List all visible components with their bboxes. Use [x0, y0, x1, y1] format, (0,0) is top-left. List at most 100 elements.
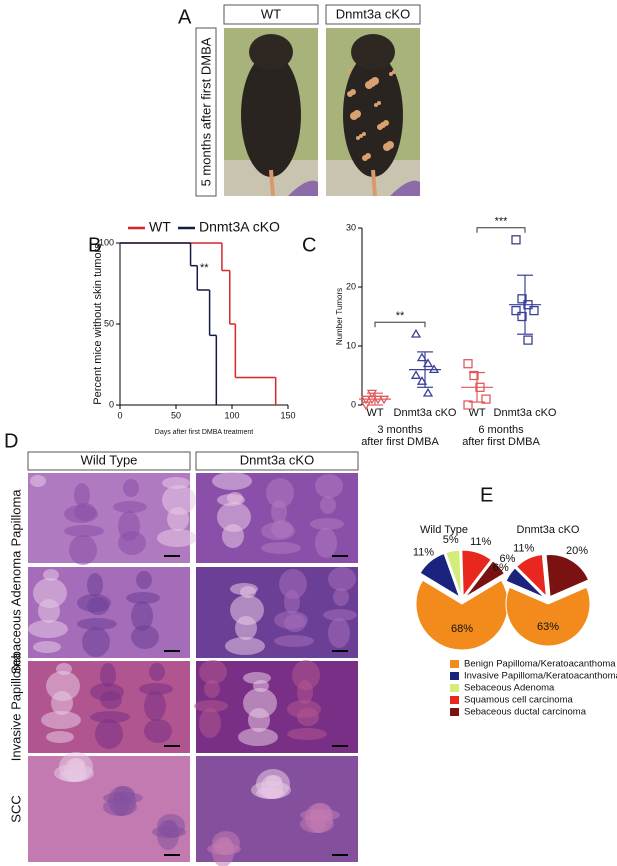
tissue-structure	[33, 578, 67, 608]
tissue-structure	[157, 529, 197, 547]
point	[463, 400, 473, 410]
tissue-structure	[33, 641, 61, 653]
legend-label: Invasive Papilloma/Keratoacanthoma	[464, 671, 617, 682]
tissue-structure	[113, 501, 147, 513]
mouse-head	[249, 34, 293, 70]
x-tick-label: Dnmt3a cKO	[394, 407, 457, 419]
y-tick-label: 20	[346, 281, 356, 291]
tumor	[347, 91, 353, 97]
column-header: Dnmt3a cKO	[336, 6, 410, 21]
tissue-structure	[77, 594, 111, 612]
y-tick-label: 0	[109, 399, 114, 409]
pie-value-label: 11%	[413, 547, 434, 559]
point	[481, 394, 491, 404]
tissue-structure	[310, 518, 344, 530]
point	[410, 370, 422, 379]
tissue-structure	[139, 683, 173, 695]
mouse-head	[351, 34, 395, 70]
tissue-structure	[144, 719, 172, 743]
tissue-structure	[157, 820, 179, 850]
tissue-structure	[38, 599, 60, 623]
tissue-structure	[243, 688, 277, 718]
tissue-structure	[248, 708, 270, 732]
tumor	[377, 101, 381, 105]
tissue-structure	[64, 505, 98, 523]
tissue-structure	[199, 708, 221, 738]
tissue-structure	[87, 573, 103, 597]
tumor	[350, 112, 358, 120]
legend-swatch	[450, 708, 459, 716]
tissue-structure	[144, 691, 166, 721]
tissue-structure	[77, 618, 117, 630]
pie-slice	[419, 552, 461, 599]
mouse-tail	[371, 169, 377, 197]
tumor	[383, 143, 391, 151]
significance-bracket	[476, 227, 526, 233]
legend-swatch	[450, 684, 459, 692]
tissue-structure	[131, 625, 159, 649]
tumor	[362, 132, 366, 136]
pie-value-label: 11%	[470, 536, 491, 548]
point	[422, 387, 434, 397]
tumor	[392, 70, 396, 74]
row-label: Invasive Papilloma	[8, 652, 23, 761]
tissue-structure	[300, 815, 334, 833]
point	[511, 305, 521, 316]
row-label: SCC	[8, 795, 23, 822]
tissue-structure	[30, 475, 46, 487]
tissue-structure	[297, 680, 313, 704]
tissue-structure	[136, 571, 152, 589]
x-tick-label: WT	[468, 407, 485, 419]
pie-slice	[445, 549, 462, 597]
tissue-structure	[90, 683, 124, 701]
tissue-structure	[212, 472, 252, 490]
pie-value-label: 5%	[443, 534, 459, 546]
tissue-structure	[287, 728, 327, 740]
tissue-structure	[64, 525, 104, 537]
legend-label: Squamous cell carcinoma	[464, 695, 573, 706]
tissue-structure	[292, 660, 320, 690]
x-axis-label: Days after first DMBA treatment	[155, 429, 253, 436]
y-axis-label: Number Tumors	[335, 288, 344, 345]
y-tick-label: 50	[104, 318, 114, 328]
significance-label: ***	[495, 216, 509, 228]
mouse-tail	[269, 169, 275, 197]
tissue-structure	[82, 627, 110, 657]
tissue-structure	[256, 787, 284, 799]
pie-slice	[515, 554, 547, 598]
tumor	[374, 103, 378, 107]
tissue-structure	[261, 542, 301, 554]
group-label: after first DMBA	[361, 436, 439, 448]
tissue-structure	[28, 620, 68, 638]
point	[416, 352, 428, 362]
point	[469, 370, 479, 381]
tumor	[347, 68, 351, 72]
tissue-structure	[230, 595, 264, 625]
point	[511, 235, 521, 245]
tissue-structure	[271, 500, 287, 524]
tissue-structure	[199, 660, 227, 684]
tissue-structure	[46, 731, 74, 743]
tissue-structure	[167, 507, 189, 531]
pie-value-label: 11%	[513, 542, 534, 554]
tissue-structure	[284, 590, 300, 614]
annotation: **	[200, 262, 209, 274]
point	[523, 335, 533, 345]
tissue-structure	[69, 535, 97, 565]
pie-slice	[415, 579, 509, 651]
panel-label: E	[480, 484, 493, 506]
tissue-structure	[59, 770, 87, 782]
tumor	[377, 124, 383, 130]
tumor	[359, 134, 363, 138]
tissue-structure	[217, 494, 245, 506]
tumor	[365, 81, 373, 89]
tissue-structure	[41, 711, 81, 729]
tissue-structure	[222, 524, 244, 548]
tissue-structure	[118, 511, 140, 541]
pie-slice	[505, 586, 591, 647]
group-label: after first DMBA	[462, 436, 540, 448]
tissue-structure	[328, 567, 356, 591]
pie-value-label: 63%	[537, 621, 559, 633]
legend-label: Benign Papilloma/Keratoacanthoma	[464, 659, 616, 670]
point	[463, 359, 473, 369]
